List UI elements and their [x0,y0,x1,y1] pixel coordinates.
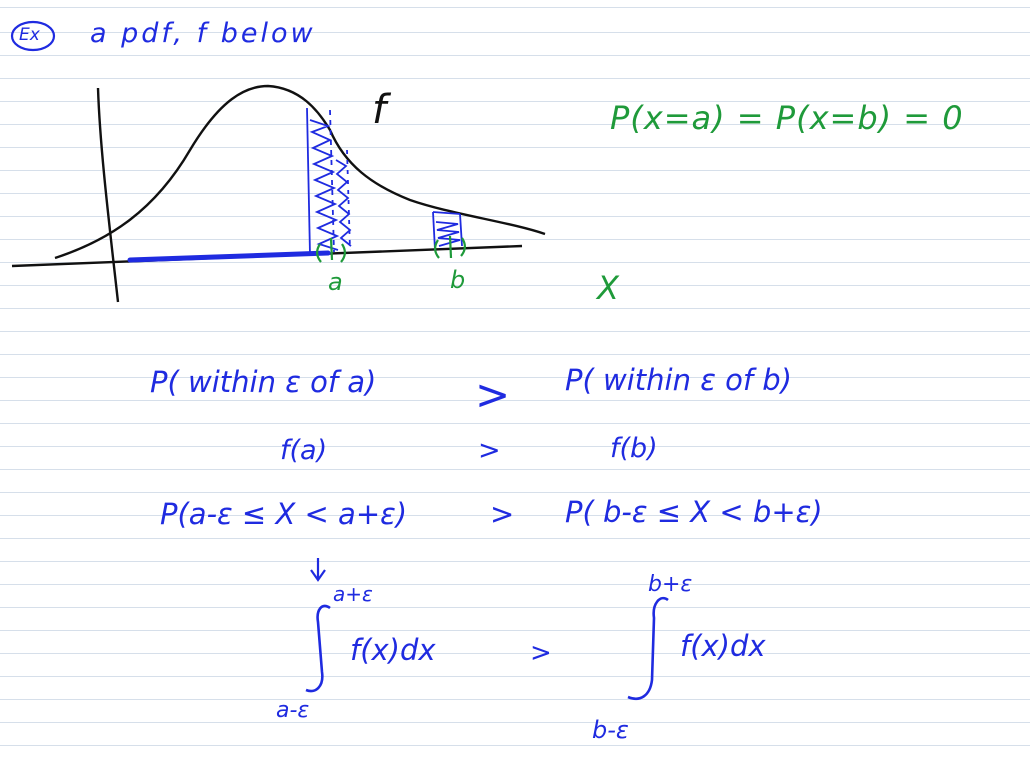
axis-var-label: X [597,269,619,307]
arrow-down [310,558,326,582]
row3-op: > [490,497,515,531]
point-a-label: a [328,268,343,296]
y-axis [96,87,120,303]
row2-left: f(a) [280,435,328,466]
cdf-highlight [127,250,331,263]
integral-sign-right [627,597,669,700]
row3-right: P( b-ε ≤ X < b+ε) [565,495,823,529]
curve-label-f: f [372,87,387,133]
ex-label: Ex [19,25,40,45]
right-integral-lower: b-ε [592,716,629,744]
row1-op: > [475,370,511,419]
left-integrand: f(x)dx [350,633,436,667]
right-integrand: f(x)dx [680,629,766,663]
green-marks [316,235,466,263]
point-probability-note: P(x=a) = P(x=b) = 0 [610,99,964,137]
strip-a [306,107,352,256]
left-integral-upper: a+ε [333,582,373,606]
row2-right: f(b) [610,433,658,464]
row1-right: P( within ε of b) [565,363,792,397]
row1-left: P( within ε of a) [150,365,377,399]
row2-op: > [478,435,501,466]
integral-op: > [530,638,552,668]
left-integral-lower: a-ε [276,698,310,723]
strip-b [432,211,463,251]
right-integral-upper: b+ε [648,572,693,597]
point-b-label: b [450,266,466,294]
integral-sign-left [305,604,331,693]
pdf-curve [54,84,546,260]
row3-left: P(a-ε ≤ X < a+ε) [160,497,408,531]
header-title: a pdf, f below [90,18,316,49]
